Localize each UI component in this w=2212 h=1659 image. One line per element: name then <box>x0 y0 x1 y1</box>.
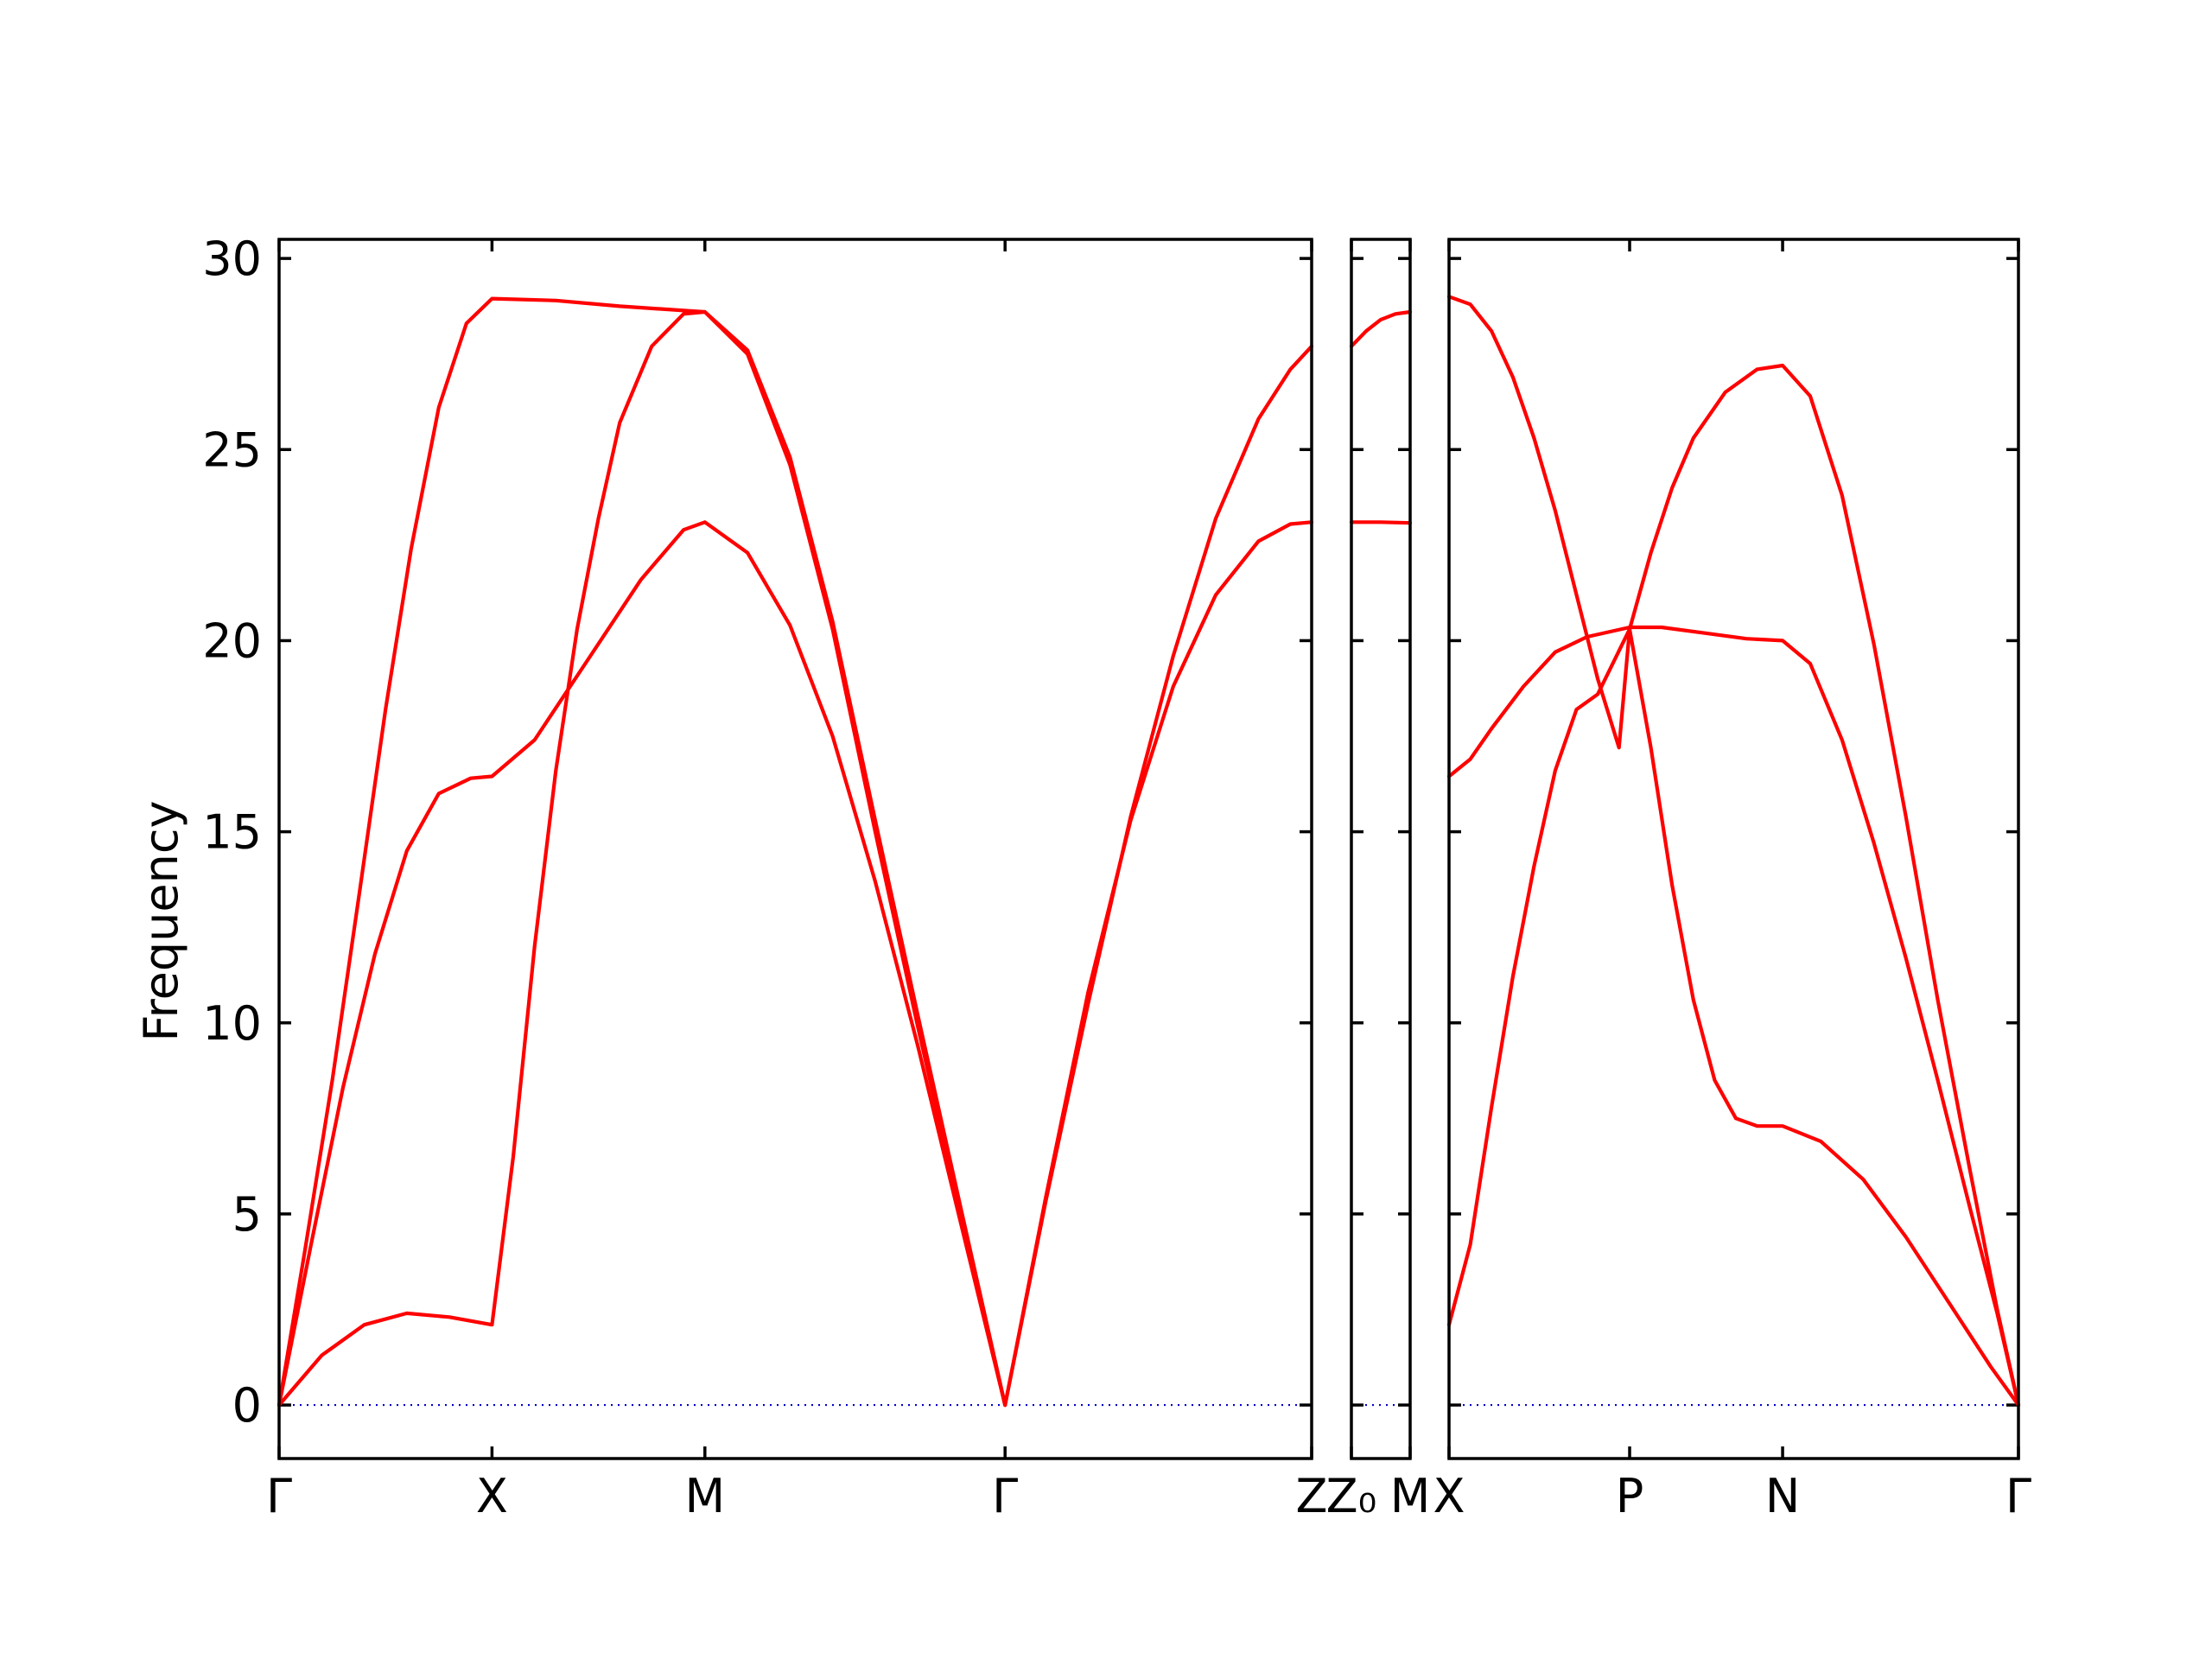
panel-frame <box>1350 238 1412 1460</box>
x-tick-label: X <box>1433 1469 1465 1523</box>
y-tick-label: 30 <box>202 232 262 286</box>
band-series-5 <box>1003 344 1314 1408</box>
x-tick-label: M <box>1390 1469 1431 1523</box>
band-series-1 <box>1446 295 2021 1408</box>
x-tick-label: P <box>1616 1469 1644 1523</box>
x-tick-label: M <box>684 1469 725 1523</box>
y-tick-label: 15 <box>202 805 262 860</box>
x-tick-label: N <box>1765 1469 1800 1523</box>
x-tick-label: X <box>476 1469 508 1523</box>
panel-frame <box>1447 238 2020 1460</box>
y-tick-label: 25 <box>202 423 262 477</box>
x-tick-label: Z₀ <box>1326 1469 1377 1523</box>
band-series-2 <box>276 520 1007 1408</box>
panel-frame <box>277 238 1313 1460</box>
y-tick-label: 5 <box>232 1187 262 1242</box>
x-tick-label: Γ <box>266 1469 292 1523</box>
band-series-1 <box>276 296 1007 1408</box>
band-series-4 <box>1003 520 1314 1408</box>
panel-2: Z₀ M <box>1326 238 1431 1523</box>
y-axis-label: Frequency <box>134 801 188 1042</box>
y-tick-label: 20 <box>202 613 262 668</box>
band-series-2 <box>1349 520 1413 525</box>
y-tick-label: 10 <box>202 996 262 1051</box>
band-series-3 <box>276 309 1007 1408</box>
chart-panels: Γ X M Γ ZZ₀ M X P N Γ <box>266 238 2031 1523</box>
band-series-3 <box>1446 363 2021 1408</box>
band-series-2 <box>1446 625 2021 1408</box>
y-axis: 0 5 10 15 20 25 30 <box>202 232 262 1433</box>
x-tick-label: Z <box>1296 1469 1328 1523</box>
x-tick-label: Γ <box>992 1469 1018 1523</box>
band-series-1 <box>1349 309 1413 348</box>
y-tick-label: 0 <box>232 1378 262 1433</box>
x-tick-label: Γ <box>2005 1469 2031 1523</box>
